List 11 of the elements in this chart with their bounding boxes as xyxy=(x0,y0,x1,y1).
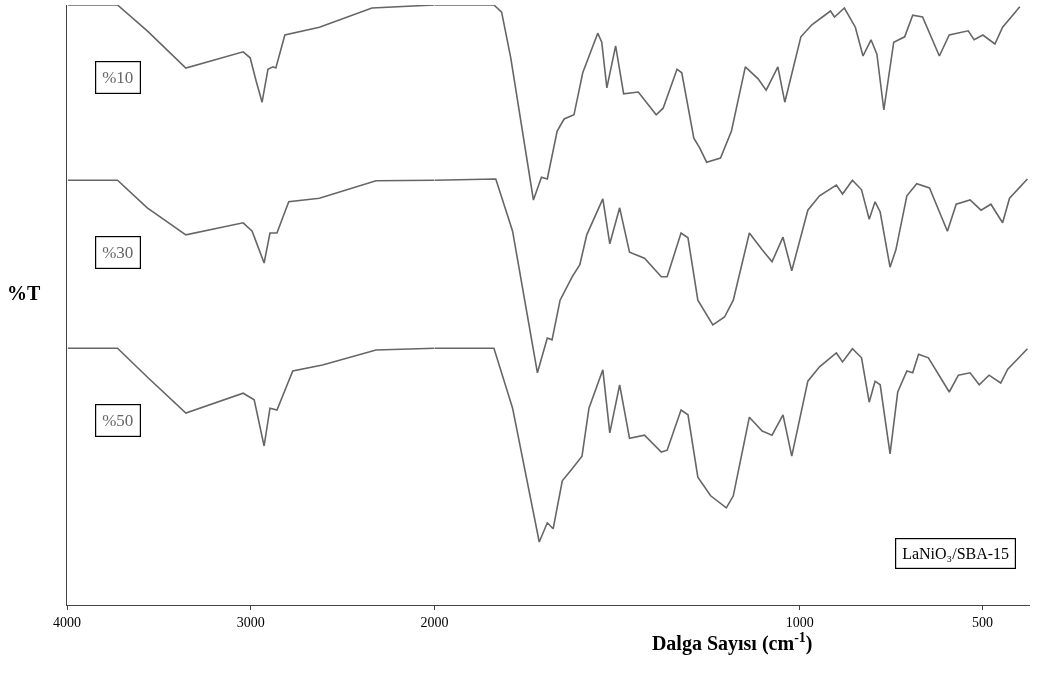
text: %30 xyxy=(102,243,134,263)
x-tick-label: 2000 xyxy=(420,614,449,630)
annotation: LaNiO₃/SBA-15 xyxy=(902,545,1010,563)
text: %10 xyxy=(102,68,134,88)
x-tick-label: 500 xyxy=(972,614,993,630)
x-axis-title: Dalga Sayısı (cm$^{-1}$) xyxy=(651,629,813,656)
x-tick-label: 3000 xyxy=(236,614,265,630)
y-axis-title: %T xyxy=(7,282,41,304)
x-tick-label: 4000 xyxy=(53,614,81,630)
text: %50 xyxy=(102,411,134,431)
x-tick-label: 1000 xyxy=(785,614,814,630)
